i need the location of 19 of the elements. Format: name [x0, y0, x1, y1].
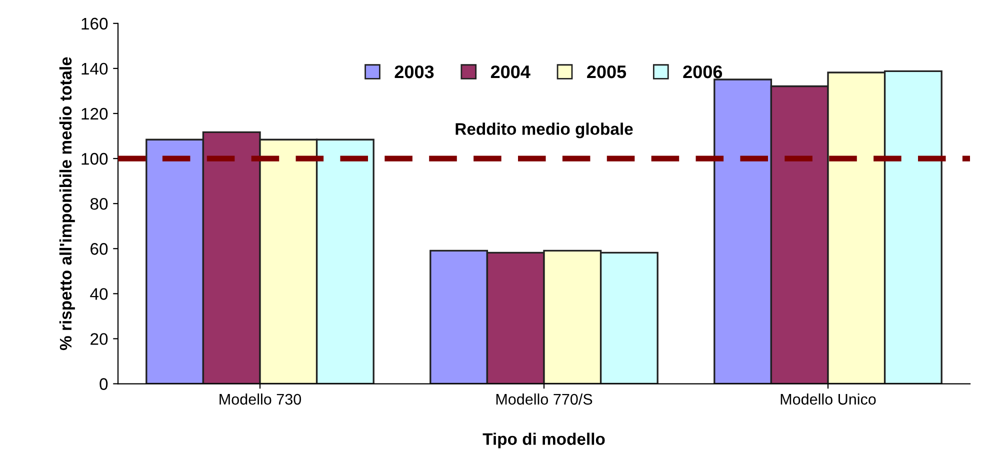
y-tick-label: 20	[90, 333, 108, 345]
x-tick-label: Modello 730	[220, 393, 302, 405]
legend-label: 2005	[587, 65, 626, 78]
x-tick-label: Modello 770/S	[496, 393, 592, 405]
y-tick-label: 60	[90, 243, 108, 255]
y-tick-label: 120	[82, 108, 108, 120]
y-tick-label: 140	[82, 62, 108, 75]
legend-label: 2004	[490, 65, 530, 78]
y-axis-title: % rispetto all'imponibile medio totale	[59, 57, 75, 350]
x-axis-title: Tipo di modello	[482, 432, 605, 448]
y-tick-label: 100	[82, 152, 108, 165]
legend-label: 2006	[683, 65, 722, 78]
ref-line-label: Reddito medio globale	[456, 122, 633, 138]
y-tick-label: 0	[100, 378, 108, 390]
y-tick-label: 160	[82, 18, 108, 30]
x-tick-label: Modello Unico	[780, 393, 876, 405]
y-tick-label: 80	[90, 198, 108, 210]
y-tick-label: 40	[90, 288, 108, 300]
legend-label: 2003	[394, 65, 434, 78]
